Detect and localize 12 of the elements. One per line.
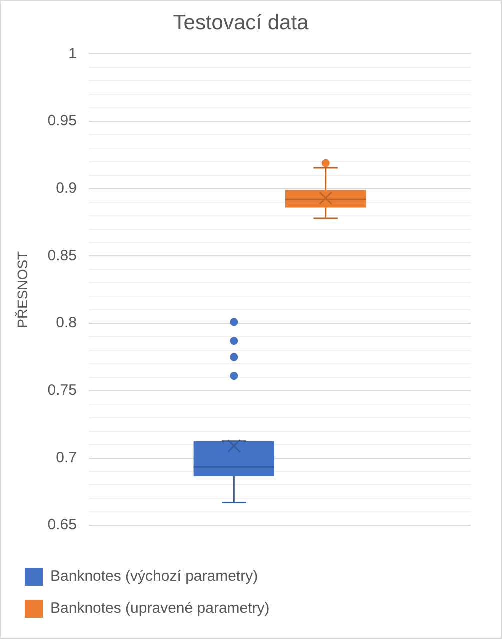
- legend-label: Banknotes (upravené parametry): [50, 600, 270, 618]
- y-tick-label: 0.75: [48, 382, 77, 400]
- y-tick-label: 0.9: [56, 180, 77, 198]
- y-axis-title: PŘESNOST: [14, 250, 30, 328]
- y-tick-label: 0.85: [48, 247, 77, 264]
- y-tick-label: 0.65: [48, 516, 77, 534]
- y-tick-label: 0.8: [56, 314, 77, 332]
- y-tick-label: 0.7: [56, 449, 77, 466]
- chart-title: Testovací data: [173, 11, 310, 34]
- y-tick-label: 1: [68, 45, 77, 62]
- y-tick-label: 0.95: [48, 112, 77, 130]
- legend-label: Banknotes (výchozí parametry): [50, 568, 258, 586]
